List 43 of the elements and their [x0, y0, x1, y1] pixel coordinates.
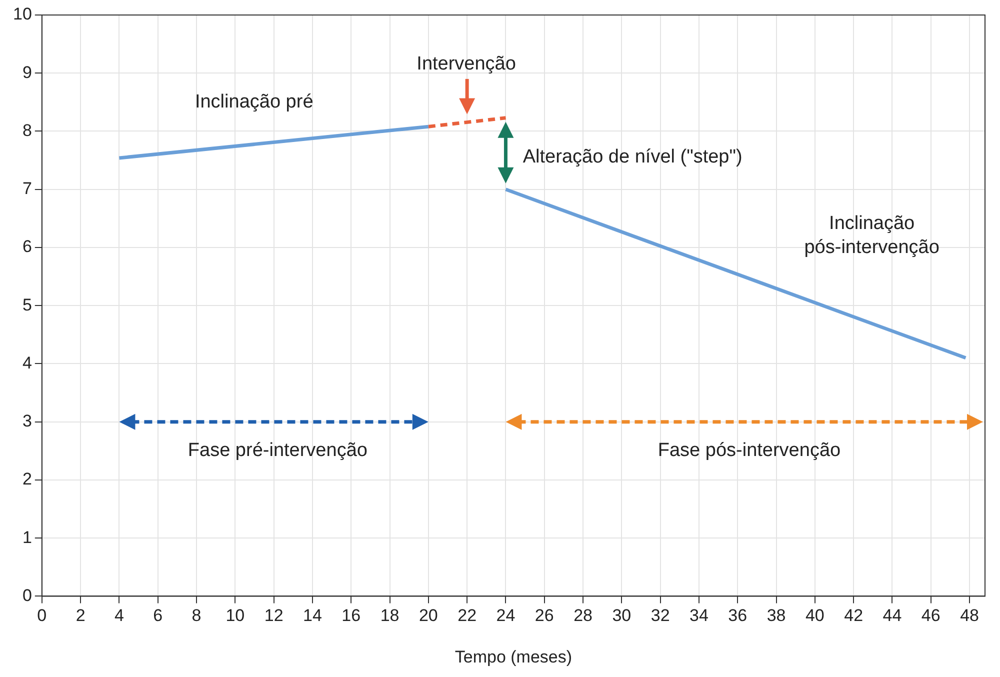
y-tick-label: 10 [12, 4, 32, 24]
x-tick-label: 46 [921, 606, 940, 626]
x-tick-label: 16 [342, 606, 361, 626]
y-tick-label: 6 [22, 237, 32, 256]
x-tick-label: 6 [153, 606, 163, 626]
x-tick-label: 4 [114, 606, 124, 626]
x-tick-label: 8 [192, 606, 202, 626]
x-tick-label: 20 [418, 606, 438, 626]
x-tick-label: 44 [882, 606, 902, 626]
x-tick-label: 28 [574, 606, 592, 626]
x-tick-label: 48 [960, 606, 979, 626]
x-tick-label: 14 [303, 606, 322, 626]
x-tick-label: 40 [805, 606, 824, 626]
annotation: Fase pré-intervenção [188, 440, 368, 462]
y-tick-label: 0 [22, 586, 32, 605]
x-tick-label: 2 [76, 606, 86, 626]
annotation: Intervenção [416, 54, 516, 75]
x-tick-label: 32 [650, 606, 670, 626]
x-tick-label: 42 [844, 606, 864, 626]
y-tick-label: 1 [22, 528, 32, 547]
x-tick-label: 10 [226, 606, 245, 626]
y-tick-label: 8 [22, 120, 32, 140]
x-axis-title: Tempo (meses) [454, 647, 572, 666]
annotation: Inclinação pré [194, 91, 314, 112]
x-tick-label: 34 [690, 606, 708, 626]
x-tick-label: 18 [380, 606, 400, 626]
x-tick-label: 38 [766, 606, 786, 626]
x-tick-label: 24 [496, 606, 516, 626]
y-tick-label: 7 [22, 179, 32, 198]
x-tick-label: 36 [728, 606, 748, 626]
x-tick-label: 0 [37, 606, 47, 626]
y-tick-label: 4 [22, 353, 32, 372]
y-tick-label: 2 [22, 470, 32, 489]
x-tick-label: 22 [458, 606, 477, 626]
annotation: Inclinação pós-intervenção [804, 213, 940, 258]
y-tick-label: 3 [22, 412, 32, 431]
x-tick-label: 12 [264, 606, 284, 626]
annotation: Fase pós-intervenção [658, 440, 841, 462]
y-tick-label: 5 [22, 295, 32, 314]
x-tick-label: 30 [612, 606, 632, 626]
y-tick-label: 9 [22, 62, 32, 82]
x-tick-label: 26 [534, 606, 554, 626]
annotation: Alteração de nível ("step") [522, 146, 742, 168]
